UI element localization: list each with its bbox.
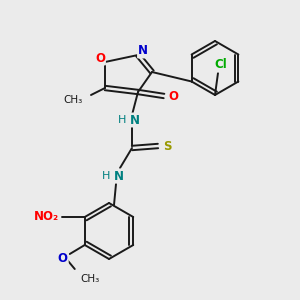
Text: NO₂: NO₂: [34, 211, 59, 224]
Text: O: O: [168, 91, 178, 103]
Text: H: H: [118, 115, 126, 125]
Text: N: N: [130, 113, 140, 127]
Text: S: S: [163, 140, 171, 152]
Text: N: N: [114, 169, 124, 182]
Text: CH₃: CH₃: [81, 274, 100, 284]
Text: O: O: [58, 253, 68, 266]
Text: CH₃: CH₃: [64, 95, 83, 105]
Text: N: N: [138, 44, 148, 58]
Text: Cl: Cl: [214, 58, 227, 71]
Text: H: H: [102, 171, 110, 181]
Text: O: O: [95, 52, 105, 64]
